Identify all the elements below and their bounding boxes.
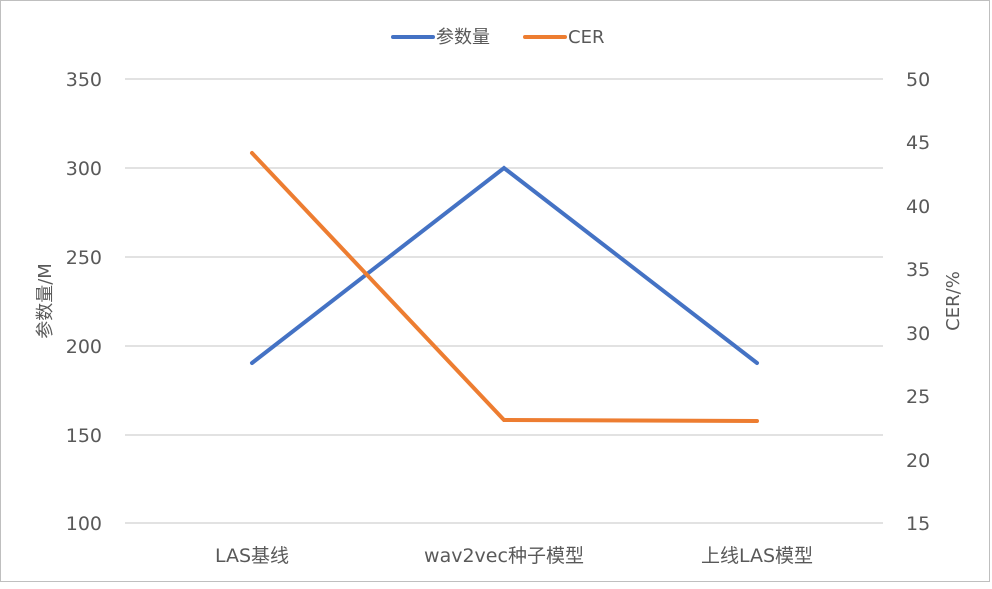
legend-label-cer: CER [568, 27, 604, 48]
series-line-cer [250, 151, 759, 423]
right-axis-title: CER/% [943, 271, 964, 331]
left-tick: 100 [66, 513, 102, 535]
left-tick: 250 [66, 247, 102, 269]
x-axis-labels: LAS基线 wav2vec种子模型 上线LAS模型 [215, 545, 813, 567]
left-tick: 150 [66, 425, 102, 447]
legend: 参数量 CER [391, 27, 604, 48]
right-tick: 50 [906, 69, 930, 91]
left-tick: 300 [66, 158, 102, 180]
right-tick: 25 [906, 386, 930, 408]
right-tick: 15 [906, 513, 930, 535]
left-axis-ticks: 350 300 250 200 150 100 [66, 69, 102, 535]
series-line-params [250, 165, 759, 365]
left-tick: 350 [66, 69, 102, 91]
right-tick: 40 [906, 196, 930, 218]
x-label: wav2vec种子模型 [424, 545, 584, 567]
left-axis-title: 参数量/M [35, 263, 56, 339]
right-tick: 20 [906, 450, 930, 472]
right-tick: 35 [906, 259, 930, 281]
legend-label-params: 参数量 [436, 27, 490, 48]
right-tick: 45 [906, 132, 930, 154]
left-tick: 200 [66, 336, 102, 358]
right-tick: 30 [906, 323, 930, 345]
x-label: LAS基线 [215, 545, 289, 567]
gridlines [125, 78, 883, 524]
x-label: 上线LAS模型 [701, 545, 813, 567]
right-axis-ticks: 50 45 40 35 30 25 20 15 [906, 69, 930, 535]
